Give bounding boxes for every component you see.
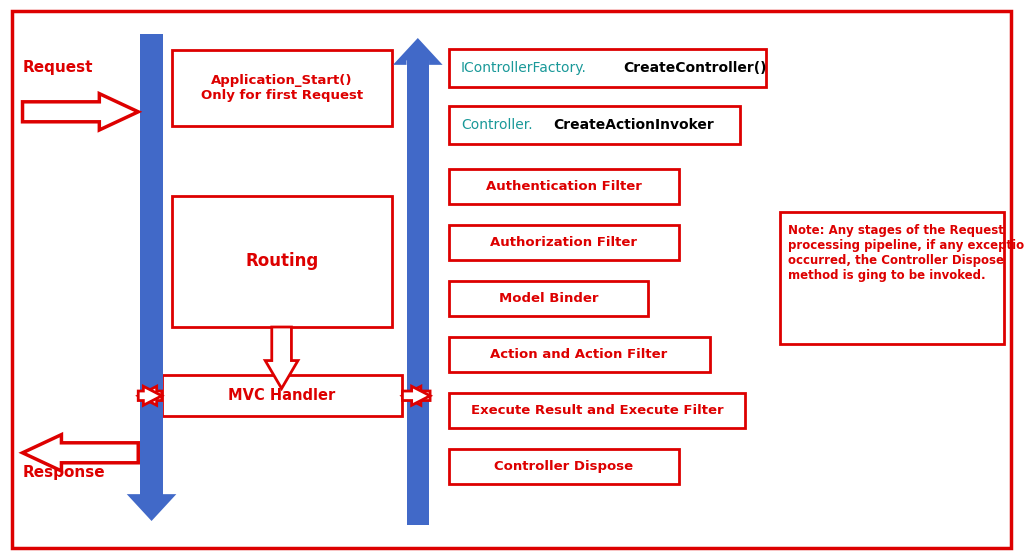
Text: Controller.: Controller. xyxy=(461,118,532,132)
Bar xyxy=(172,196,392,327)
Text: Execute Result and Execute Filter: Execute Result and Execute Filter xyxy=(471,404,723,417)
Polygon shape xyxy=(138,386,162,405)
Text: CreateActionInvoker: CreateActionInvoker xyxy=(553,118,714,132)
Text: Authentication Filter: Authentication Filter xyxy=(485,180,642,193)
Text: Action and Action Filter: Action and Action Filter xyxy=(490,348,668,361)
FancyArrow shape xyxy=(127,494,176,521)
Polygon shape xyxy=(265,327,298,389)
Text: Response: Response xyxy=(23,465,105,480)
Bar xyxy=(449,393,745,428)
Bar xyxy=(449,281,648,316)
Text: Application_Start()
Only for first Request: Application_Start() Only for first Reque… xyxy=(201,74,364,102)
Polygon shape xyxy=(23,93,138,130)
Polygon shape xyxy=(402,386,430,405)
Text: IControllerFactory.: IControllerFactory. xyxy=(461,60,587,75)
Bar xyxy=(172,50,392,126)
FancyArrow shape xyxy=(393,38,442,65)
Bar xyxy=(140,34,163,500)
Bar xyxy=(162,375,402,416)
Bar xyxy=(449,49,766,87)
Polygon shape xyxy=(402,386,430,405)
Polygon shape xyxy=(23,435,138,471)
Text: Routing: Routing xyxy=(246,252,318,271)
Bar xyxy=(449,337,710,372)
Text: Model Binder: Model Binder xyxy=(499,292,598,305)
Bar xyxy=(449,449,679,484)
Bar xyxy=(449,169,679,204)
Polygon shape xyxy=(138,386,162,405)
Bar xyxy=(449,225,679,260)
Text: Controller Dispose: Controller Dispose xyxy=(495,459,633,473)
Text: Request: Request xyxy=(23,60,93,74)
Bar xyxy=(407,59,429,525)
Text: MVC Handler: MVC Handler xyxy=(228,388,336,403)
Text: Note: Any stages of the Request
processing pipeline, if any exception
occurred, : Note: Any stages of the Request processi… xyxy=(788,224,1024,282)
Bar xyxy=(449,106,740,144)
Text: CreateController(): CreateController() xyxy=(624,60,767,75)
Text: Authorization Filter: Authorization Filter xyxy=(490,236,637,249)
Bar xyxy=(780,212,1004,344)
